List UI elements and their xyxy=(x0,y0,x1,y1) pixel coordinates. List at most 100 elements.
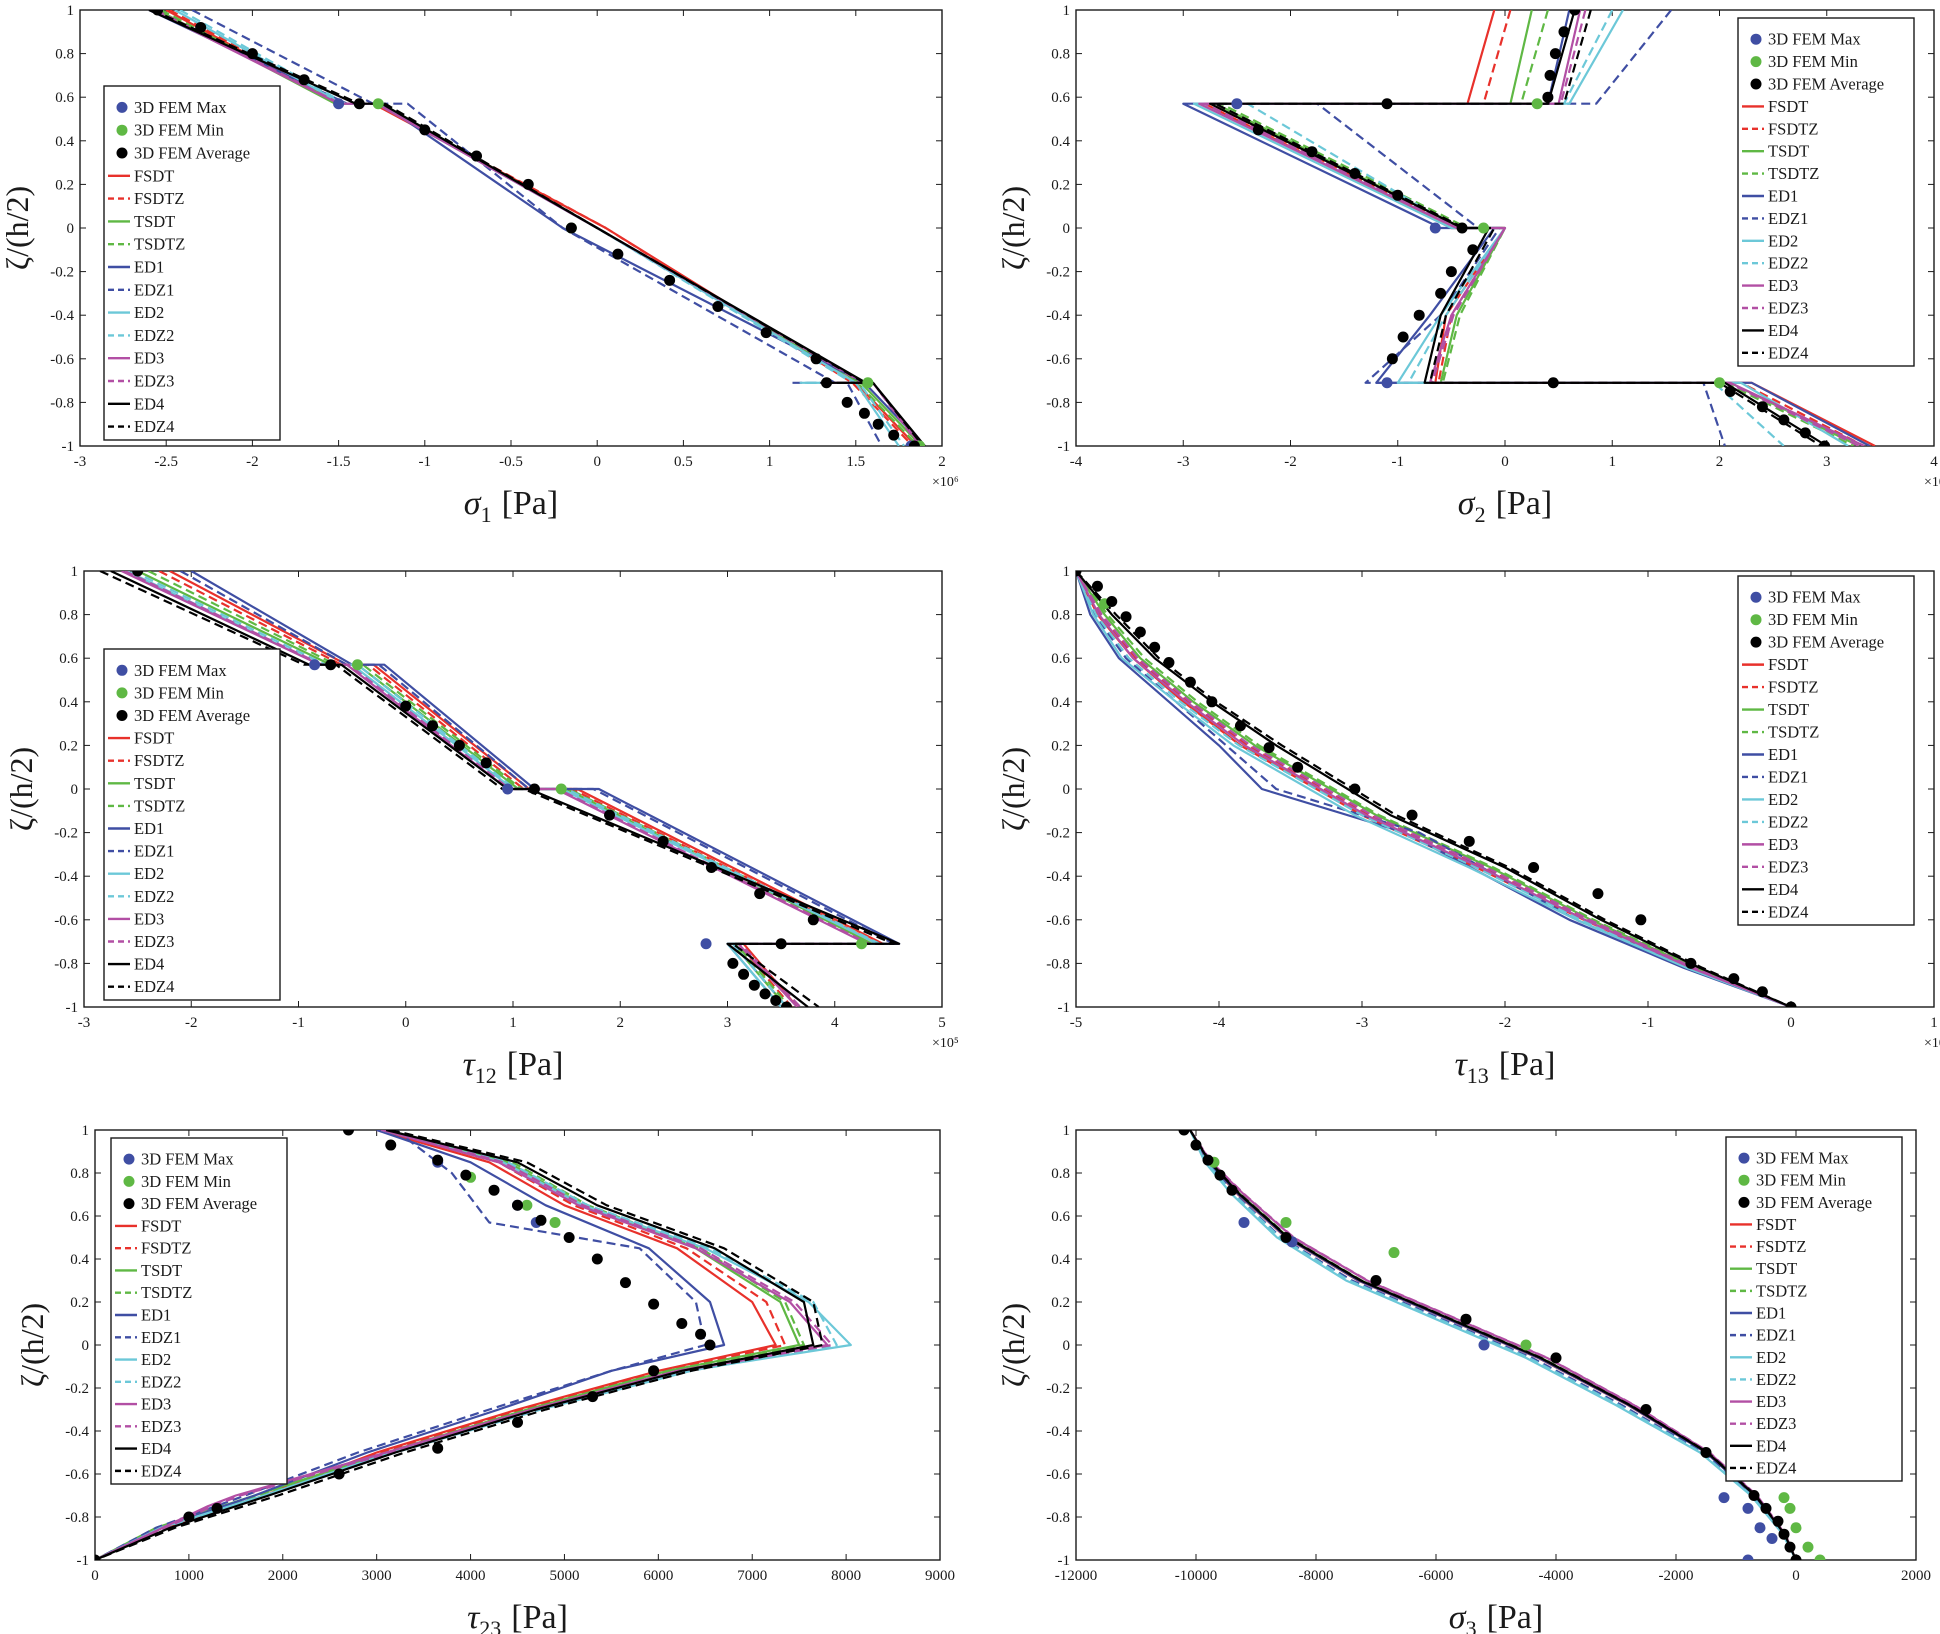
x-tick-label: -5 xyxy=(1070,1015,1083,1031)
legend-label: ED2 xyxy=(1768,231,1798,250)
data-point-fem-avg xyxy=(1190,1139,1202,1151)
data-point-fem-avg xyxy=(385,1139,397,1151)
x-axis-symbol: τ xyxy=(463,1046,477,1083)
x-tick-label: 4 xyxy=(831,1015,839,1031)
legend-marker-fem-max xyxy=(116,664,128,676)
data-point-fem-avg xyxy=(775,938,787,950)
legend-label: EDZ4 xyxy=(1768,343,1808,362)
y-tick-label: 0.2 xyxy=(1051,1295,1070,1311)
data-point-fem-min xyxy=(555,783,567,795)
legend: 3D FEM Max 3D FEM Min 3D FEM Average FSDT FS… xyxy=(1725,1136,1903,1482)
y-tick-label: -1 xyxy=(1058,1000,1071,1016)
data-point-fem-avg xyxy=(810,353,822,365)
x-tick-label: -1.5 xyxy=(327,454,351,470)
legend-label: 3D FEM Max xyxy=(1768,30,1861,49)
x-tick-label: 0.5 xyxy=(674,454,693,470)
legend-label: 3D FEM Max xyxy=(134,98,227,117)
legend-label: TSDTZ xyxy=(1768,723,1819,742)
data-point-fem-avg xyxy=(807,914,819,926)
legend-label: 3D FEM Max xyxy=(1768,588,1861,607)
y-tick-label: -1 xyxy=(1058,1553,1071,1569)
y-tick-label: -0.4 xyxy=(1046,1424,1070,1440)
legend-box xyxy=(1737,575,1915,926)
x-tick-label: 3 xyxy=(1823,454,1831,470)
y-axis-label: ζ/(h/2) xyxy=(14,1303,50,1387)
data-point-fem-avg xyxy=(1640,1404,1652,1415)
x-tick-label: 0 xyxy=(1792,1568,1800,1584)
data-point-fem-max xyxy=(1766,1533,1778,1544)
data-point-fem-avg xyxy=(888,429,900,441)
legend-label: ED2 xyxy=(1768,790,1798,809)
data-point-fem-avg xyxy=(1460,1313,1472,1325)
data-point-fem-avg xyxy=(325,659,337,671)
y-tick-label: 0.6 xyxy=(1051,1209,1070,1225)
legend-label: TSDTZ xyxy=(141,1283,192,1302)
legend-label: ED4 xyxy=(141,1439,171,1458)
legend-label: ED4 xyxy=(134,394,164,413)
x-exponent-label: ×10⁵ xyxy=(1924,475,1940,490)
data-point-fem-avg xyxy=(1392,189,1404,201)
y-tick-label: -0.6 xyxy=(1046,352,1070,368)
x-tick-label: -6000 xyxy=(1419,1568,1454,1584)
x-axis-unit: [Pa] xyxy=(1496,485,1553,522)
y-tick-label: 0.6 xyxy=(55,90,74,106)
data-point-fem-avg xyxy=(858,407,870,419)
series-line-edz2 xyxy=(1076,571,1792,1007)
x-axis-subscript: 23 xyxy=(479,1616,501,1634)
y-tick-label: 1 xyxy=(1063,3,1071,19)
legend-label: EDZ4 xyxy=(134,977,174,996)
data-point-fem-avg xyxy=(648,1298,660,1310)
legend-label: 3D FEM Min xyxy=(1768,610,1858,629)
data-point-fem-avg xyxy=(195,21,207,33)
legend-label: ED3 xyxy=(134,349,164,368)
legend-label: EDZ2 xyxy=(1768,812,1808,831)
data-point-fem-avg xyxy=(1685,957,1697,969)
data-point-fem-avg xyxy=(427,720,439,732)
legend-label: 3D FEM Average xyxy=(1756,1193,1872,1212)
x-tick-label: 0 xyxy=(402,1015,410,1031)
legend-marker-fem-avg xyxy=(1750,636,1762,648)
subplot-tau23: 0 1000 2000 3000 4000 5000 6000 7000 8000 9000 -1 -… xyxy=(14,1123,955,1634)
legend-label: 3D FEM Min xyxy=(134,121,224,140)
y-tick-label: -0.6 xyxy=(65,1467,89,1483)
series-line-ed4 xyxy=(95,1130,815,1560)
legend: 3D FEM Max 3D FEM Min 3D FEM Average FSDT FS… xyxy=(103,648,281,1001)
data-point-fem-avg xyxy=(512,1199,523,1211)
data-point-fem-min xyxy=(549,1216,561,1228)
legend-label: FSDT xyxy=(134,729,174,748)
series-group xyxy=(1076,571,1797,1007)
y-tick-label: 0 xyxy=(82,1338,90,1354)
y-tick-label: -0.2 xyxy=(1046,265,1070,281)
legend-label: ED2 xyxy=(134,303,164,322)
legend-marker-fem-avg xyxy=(1738,1196,1750,1208)
x-axis-label: τ12 [Pa] xyxy=(463,1046,564,1088)
data-point-fem-avg xyxy=(132,571,144,577)
x-axis-unit: [Pa] xyxy=(502,485,559,522)
data-point-fem-avg xyxy=(841,396,853,408)
y-tick-label: 1 xyxy=(67,3,75,19)
y-tick-label: -0.6 xyxy=(54,913,78,929)
legend-marker-fem-min xyxy=(123,1175,135,1187)
data-point-fem-avg xyxy=(727,957,739,969)
legend-label: TSDTZ xyxy=(1768,164,1819,183)
x-tick-label: -3 xyxy=(1356,1015,1369,1031)
series-group xyxy=(1182,10,1876,446)
x-tick-label: -2 xyxy=(1284,454,1297,470)
x-tick-label: 5000 xyxy=(549,1568,579,1584)
data-point-fem-max xyxy=(309,659,321,671)
data-point-fem-avg xyxy=(1386,353,1398,365)
data-point-fem-avg xyxy=(453,739,465,751)
y-tick-label: 0.6 xyxy=(1051,651,1070,667)
x-axis-unit: [Pa] xyxy=(1499,1046,1556,1083)
data-point-fem-avg xyxy=(1528,861,1540,873)
legend-label: EDZ1 xyxy=(1768,767,1808,786)
data-point-fem-avg xyxy=(1413,309,1425,321)
x-tick-label: -3 xyxy=(78,1015,91,1031)
legend-label: EDZ2 xyxy=(134,887,174,906)
y-tick-label: 0.2 xyxy=(59,738,78,754)
legend-label: FSDTZ xyxy=(1768,119,1818,138)
y-tick-label: 0 xyxy=(71,782,79,798)
legend-label: ED2 xyxy=(134,864,164,883)
x-tick-label: 1.5 xyxy=(846,454,865,470)
y-tick-label: 0.6 xyxy=(70,1209,89,1225)
